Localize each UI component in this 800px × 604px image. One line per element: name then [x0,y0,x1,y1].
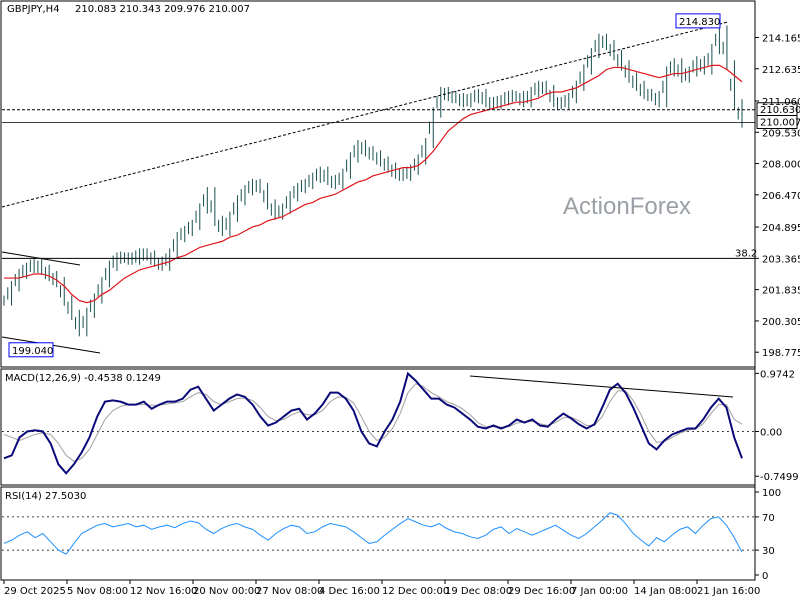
price-y-ticks: 214.165 212.635 211.060 209.530 208.000 206.4… [755,33,800,359]
price-y-tick-label: 198.775 [762,348,800,359]
price-lines [4,64,743,304]
x-tick-label: 21 Jan 16:00 [697,586,760,597]
moving-average-line [4,64,743,304]
x-tick-label: 5 Nov 08:00 [67,586,128,597]
high-label-box [675,13,721,29]
high-label: 214.830 [679,17,720,28]
x-tick-label: 27 Nov 08:00 [256,586,323,597]
x-tick-label: 29 Oct 2025 [4,586,66,597]
rsi-y-tick-label: 70 [762,513,775,524]
price-y-tick-label: 214.165 [762,33,800,44]
price-panel-frame [0,0,756,368]
macd-signal-line [3,383,743,462]
watermark: ActionForex [563,193,691,220]
rsi-y-tick-label: 100 [762,488,781,499]
fib-38-label: 38.2 [735,248,757,259]
rsi-title: RSI(14) 27.5030 [5,491,86,502]
macd-divergence-line [469,375,734,398]
header: GBPJPY,H4 210.083 210.343 209.976 210.00… [7,4,250,15]
price-y-tick-label: 201.835 [762,286,800,297]
x-tick-label: 7 Jan 00:00 [571,586,628,597]
x-tick-label: 20 Nov 00:00 [193,586,260,597]
x-tick-label: 4 Dec 16:00 [319,586,380,597]
x-tick-label: 12 Nov 16:00 [130,586,197,597]
rsi-y-tick-label: 30 [762,546,775,557]
macd-y-tick-label: 0.9742 [760,369,795,380]
header-symbol: GBPJPY,H4 [7,4,60,15]
price-y-tick-label: 206.470 [762,191,800,202]
price-y-tick-label: 204.895 [762,223,800,234]
x-tick-label: 19 Dec 08:00 [445,586,512,597]
low-label-box [8,342,54,358]
low-label: 199.040 [12,346,53,357]
macd-y-tick-label: 0.00 [760,427,782,438]
rsi-panel: 100 70 30 0 [2,488,781,582]
macd-y-tick-label: -0.7499 [760,472,799,483]
x-tick-label: 14 Jan 08:00 [634,586,697,597]
header-ohlc: 210.083 210.343 209.976 210.007 [75,4,250,15]
price-y-tick-label: 203.365 [762,254,800,265]
level-label: 210.630 [760,105,800,116]
x-tick-label: 29 Dec 16:00 [508,586,575,597]
price-y-tick-label: 208.000 [762,160,800,171]
price-y-tick-label: 211.060 [762,97,800,108]
upper-trendline [1,21,729,208]
macd-title: MACD(12,26,9) -0.4538 0.1249 [5,373,161,384]
price-y-tick-label: 200.305 [762,317,800,328]
rsi-line [3,512,743,555]
current-price-label: 210.007 [760,118,800,129]
current-price-box [756,115,798,130]
x-tick-label: 12 Dec 00:00 [382,586,449,597]
rsi-panel-frame [0,486,756,581]
rsi-y-tick-label: 0 [762,571,768,582]
price-y-tick-label: 209.530 [762,128,800,139]
price-y-tick-label: 212.635 [762,65,800,76]
price-annotations: 38.2 210.630 210.007 214.830 199.040 [1,13,800,358]
macd-panel: 0.9742 0.00 -0.7499 [2,369,799,483]
price-bars [3,25,743,337]
macd-line [3,371,743,475]
